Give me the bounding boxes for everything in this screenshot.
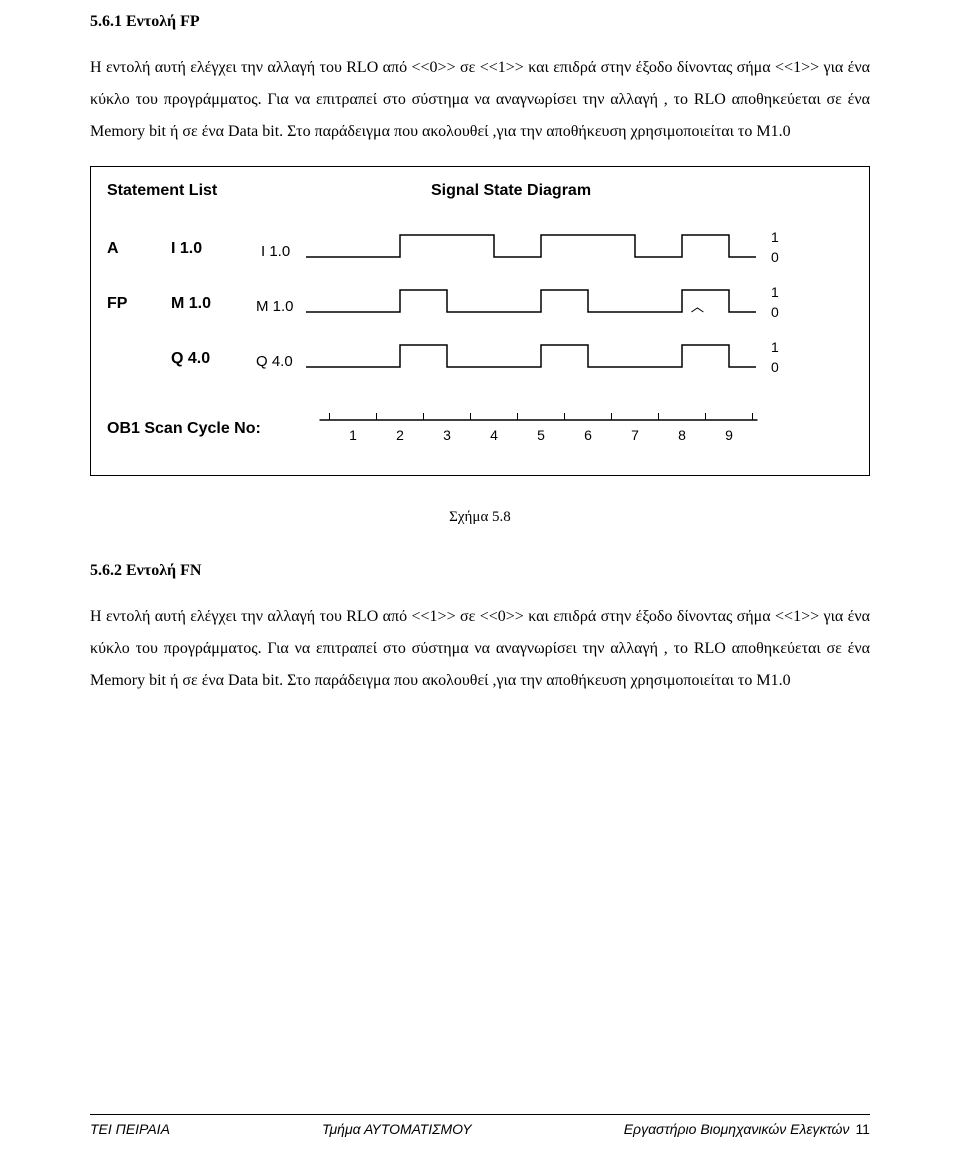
section1-para: Η εντολή αυτή ελέγχει την αλλαγή του RLO… xyxy=(90,52,870,148)
row3-lo: 0 xyxy=(771,357,779,378)
svg-text:9: 9 xyxy=(725,427,733,443)
svg-text:8: 8 xyxy=(678,427,686,443)
footer-middle: Τμήμα ΑΥΤΟΜΑΤΙΣΜΟΥ xyxy=(322,1119,472,1140)
page-number: 11 xyxy=(855,1121,870,1137)
svg-text:2: 2 xyxy=(396,427,404,443)
row1-sig: I 1.0 xyxy=(261,241,290,264)
section2-para: Η εντολή αυτή ελέγχει την αλλαγή του RLO… xyxy=(90,601,870,697)
section-heading-1: 5.6.1 Εντολή FP xyxy=(90,10,870,34)
row2-left: FP xyxy=(107,292,127,316)
svg-text:7: 7 xyxy=(631,427,639,443)
row1-stl: I 1.0 xyxy=(171,237,202,261)
fig-header-left: Statement List xyxy=(107,179,217,203)
svg-text:4: 4 xyxy=(490,427,498,443)
row1-left: A xyxy=(107,237,119,261)
waveforms-svg: 1 2 3 4 5 6 7 8 9 xyxy=(301,225,771,465)
figure-box: Statement List Signal State Diagram A I … xyxy=(90,166,870,476)
footer-left: ΤΕΙ ΠΕΙΡΑΙΑ xyxy=(90,1119,170,1140)
row2-lo: 0 xyxy=(771,302,779,323)
row3-stl: Q 4.0 xyxy=(171,347,210,371)
figure-caption: Σχήμα 5.8 xyxy=(90,506,870,529)
fig-header-right: Signal State Diagram xyxy=(431,179,591,203)
footer-line xyxy=(90,1114,870,1115)
svg-text:5: 5 xyxy=(537,427,545,443)
row2-hi: 1 xyxy=(771,282,779,303)
row3-hi: 1 xyxy=(771,337,779,358)
svg-text:3: 3 xyxy=(443,427,451,443)
page-footer: ΤΕΙ ΠΕΙΡΑΙΑ Τμήμα ΑΥΤΟΜΑΤΙΣΜΟΥ Εργαστήρι… xyxy=(90,1114,870,1140)
scan-label: OB1 Scan Cycle No: xyxy=(107,417,261,441)
row2-stl: M 1.0 xyxy=(171,292,211,316)
footer-right: Εργαστήριο Βιομηχανικών Ελεγκτών11 xyxy=(624,1119,870,1140)
row3-sig: Q 4.0 xyxy=(256,351,293,374)
svg-text:6: 6 xyxy=(584,427,592,443)
svg-text:1: 1 xyxy=(349,427,357,443)
row1-hi: 1 xyxy=(771,227,779,248)
section-heading-2: 5.6.2 Εντολή FN xyxy=(90,559,870,583)
row2-sig: M 1.0 xyxy=(256,296,294,319)
row1-lo: 0 xyxy=(771,247,779,268)
